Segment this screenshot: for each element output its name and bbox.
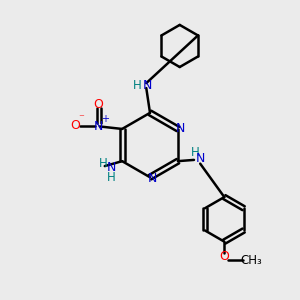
Text: O: O xyxy=(94,98,103,111)
Text: O: O xyxy=(219,250,229,263)
Text: N: N xyxy=(106,161,116,174)
Text: H: H xyxy=(99,157,108,170)
Text: N: N xyxy=(143,79,152,92)
Text: H: H xyxy=(191,146,200,159)
Text: N: N xyxy=(176,122,185,135)
Text: O: O xyxy=(70,119,80,132)
Text: H: H xyxy=(133,79,142,92)
Text: ⁻: ⁻ xyxy=(78,113,84,123)
Text: N: N xyxy=(148,172,157,185)
Text: N: N xyxy=(94,120,103,133)
Text: +: + xyxy=(101,114,109,124)
Text: CH₃: CH₃ xyxy=(241,254,262,267)
Text: N: N xyxy=(196,152,205,165)
Text: H: H xyxy=(106,171,115,184)
